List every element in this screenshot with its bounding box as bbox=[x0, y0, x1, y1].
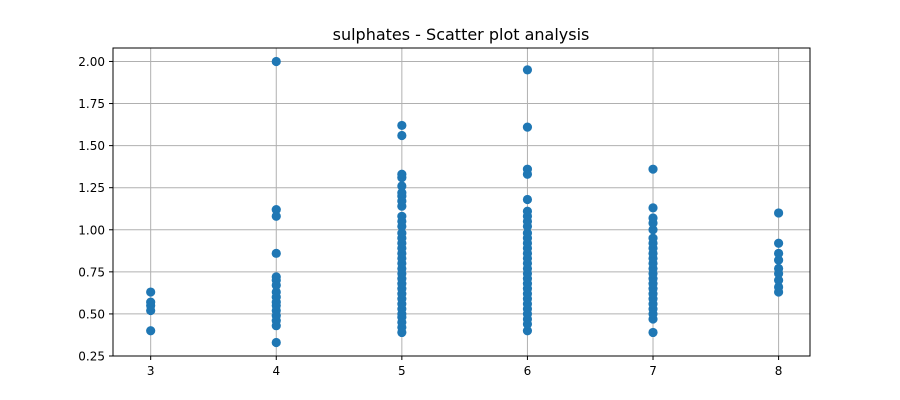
scatter-point bbox=[146, 297, 156, 307]
y-tick-label: 0.50 bbox=[78, 307, 105, 321]
x-tick-label: 3 bbox=[147, 364, 155, 378]
scatter-point bbox=[648, 213, 658, 223]
scatter-point bbox=[397, 181, 407, 191]
scatter-point bbox=[774, 263, 784, 274]
x-tick-label: 6 bbox=[524, 364, 532, 378]
scatter-point bbox=[146, 326, 156, 336]
y-tick-label: 1.50 bbox=[78, 139, 105, 153]
scatter-point bbox=[271, 204, 281, 215]
scatter-point bbox=[397, 228, 407, 238]
scatter-point bbox=[774, 282, 784, 292]
scatter-point bbox=[271, 211, 281, 221]
chart-title: sulphates - Scatter plot analysis bbox=[333, 25, 590, 44]
ticks-layer: 3 4 5 6 7 8 0.25 0.50 0.75 1.00 1.25 1.50 1.75 2.00 bbox=[78, 55, 782, 378]
scatter-point bbox=[774, 248, 784, 258]
axes-layer bbox=[112, 47, 811, 357]
scatter-point bbox=[271, 337, 281, 348]
y-tick-label: 2.00 bbox=[78, 55, 105, 69]
y-tick-label: 1.75 bbox=[78, 97, 105, 111]
scatter-point bbox=[397, 188, 407, 198]
scatter-point bbox=[648, 203, 658, 213]
scatter-point bbox=[774, 238, 784, 248]
x-tick-label: 5 bbox=[398, 364, 406, 378]
scatter-point bbox=[648, 233, 658, 243]
scatter-point bbox=[522, 122, 533, 132]
scatter-point bbox=[271, 287, 281, 297]
grid-layer bbox=[113, 48, 810, 357]
scatter-point bbox=[397, 211, 407, 221]
scatter-point bbox=[522, 228, 533, 238]
scatter-point bbox=[522, 194, 533, 205]
x-tick-label: 7 bbox=[649, 364, 657, 378]
y-tick-label: 1.25 bbox=[78, 181, 105, 195]
plot-frame bbox=[112, 47, 811, 357]
scatter-point bbox=[397, 130, 407, 141]
scatter-point bbox=[522, 206, 533, 216]
scatter-point bbox=[397, 169, 407, 179]
scatter-point bbox=[271, 272, 281, 282]
y-tick-label: 1.00 bbox=[78, 223, 105, 237]
y-tick-label: 0.75 bbox=[78, 265, 105, 279]
scatter-point bbox=[271, 56, 281, 67]
x-tick-label: 8 bbox=[775, 364, 783, 378]
scatter-point bbox=[774, 275, 784, 285]
scatter-point bbox=[648, 225, 658, 235]
scatter-point bbox=[146, 287, 156, 297]
y-tick-label: 0.25 bbox=[78, 350, 105, 364]
scatter-point bbox=[774, 255, 784, 265]
scatter-point bbox=[397, 120, 407, 131]
points-layer bbox=[146, 56, 784, 348]
scatter-point bbox=[522, 65, 533, 75]
scatter-point bbox=[522, 164, 533, 174]
scatter-point bbox=[271, 248, 281, 258]
scatter-point bbox=[774, 208, 784, 218]
scatter-point bbox=[648, 327, 658, 338]
scatter-point bbox=[522, 326, 533, 336]
scatter-point bbox=[648, 164, 658, 174]
x-tick-label: 4 bbox=[272, 364, 280, 378]
